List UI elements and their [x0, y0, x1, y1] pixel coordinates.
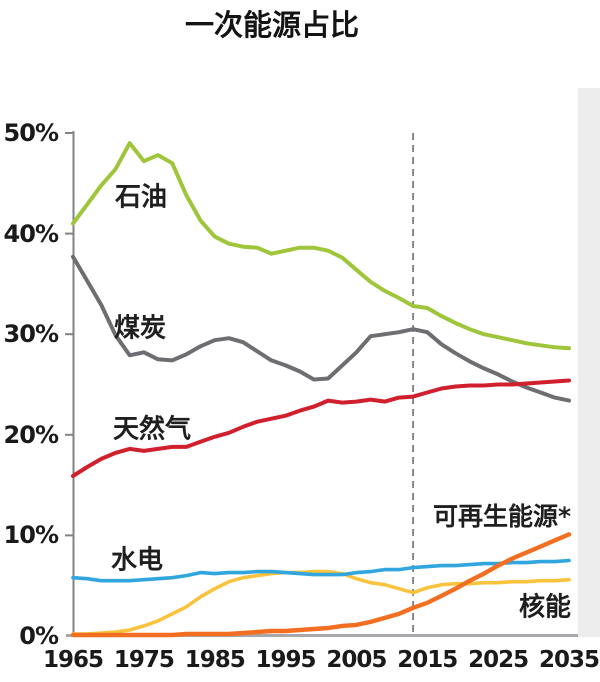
y-axis-tick-label: 50% — [3, 119, 59, 147]
series-label-oil: 石油 — [114, 182, 168, 213]
series-label-hydro: 水电 — [110, 545, 164, 576]
x-axis-tick-label: 1965 — [42, 647, 104, 673]
series-line-coal — [71, 254, 571, 403]
series-line-natural-gas — [71, 378, 571, 478]
series-line-oil — [71, 141, 571, 351]
y-axis-tick-label: 30% — [3, 320, 59, 349]
x-axis-tick-label: 2015 — [397, 647, 458, 673]
x-axis-tick-label: 2035 — [538, 647, 600, 673]
y-axis-tick-label: 40% — [3, 219, 59, 248]
series-line-hydro — [71, 558, 571, 583]
y-axis-tick-label: 0% — [19, 622, 59, 650]
series-label-natural-gas: 天然气 — [112, 414, 192, 445]
y-axis-tick-label: 20% — [3, 420, 59, 449]
series-line-nuclear — [71, 569, 571, 636]
x-axis-tick-label: 1995 — [255, 647, 317, 673]
x-axis-tick-label: 2025 — [468, 647, 529, 673]
x-axis-tick-label: 1985 — [184, 647, 246, 673]
x-axis-tick-label: 2005 — [326, 647, 387, 673]
series-label-nuclear: 核能 — [518, 592, 572, 623]
series-label-renewables: 可再生能源* — [432, 502, 572, 531]
y-axis-tick-label: 10% — [3, 521, 59, 550]
right-edge-shade — [578, 88, 600, 637]
series-line-renewables — [70, 532, 572, 638]
x-axis-tick-label: 1975 — [113, 647, 175, 673]
chart-title: 一次能源占比 — [184, 8, 360, 42]
series-label-coal: 煤炭 — [113, 313, 167, 344]
